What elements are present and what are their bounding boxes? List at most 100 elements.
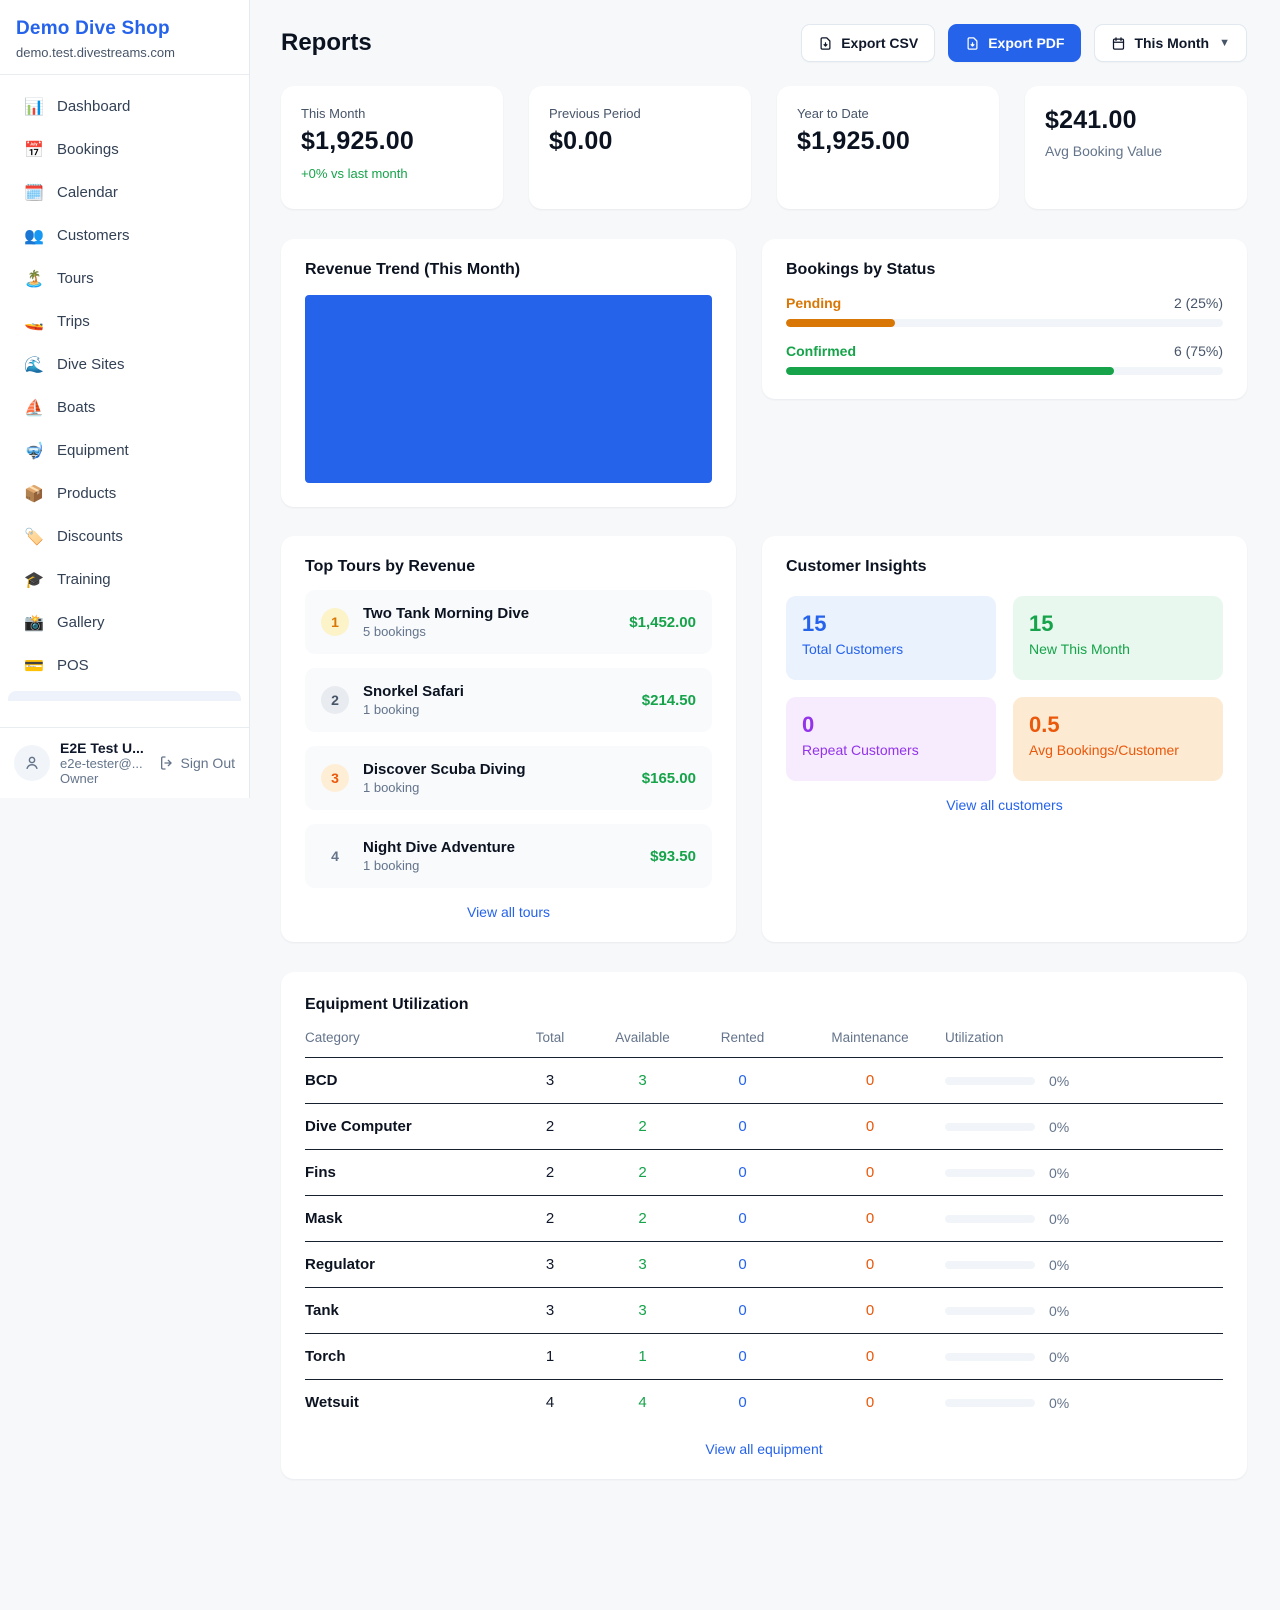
utilization-bar <box>945 1306 1035 1315</box>
tour-amount: $165.00 <box>641 769 696 787</box>
cell-category: Regulator <box>305 1256 376 1273</box>
tour-bookings: 1 booking <box>363 780 420 795</box>
stat-label: Year to Date <box>797 106 869 121</box>
file-download-icon <box>967 36 978 50</box>
cell-available: 3 <box>638 1072 647 1089</box>
cell-rented: 0 <box>738 1256 747 1273</box>
stat-value: $241.00 <box>1045 106 1137 134</box>
cell-utilization: 0% <box>945 1349 1223 1365</box>
sidebar-item-label: Dashboard <box>57 98 131 115</box>
progress-fill <box>786 367 1114 375</box>
products-icon: 📦 <box>24 485 44 503</box>
view-all-equipment-link[interactable]: View all equipment <box>705 1441 823 1457</box>
dashboard-icon: 📊 <box>24 98 44 116</box>
logout-icon <box>160 756 172 770</box>
cell-utilization: 0% <box>945 1073 1223 1089</box>
cell-category: Tank <box>305 1302 339 1319</box>
cell-maintenance: 0 <box>865 1164 875 1181</box>
sidebar-item-label: Boats <box>57 399 96 416</box>
cell-maintenance: 0 <box>865 1348 875 1365</box>
period-dropdown[interactable]: This Month ▼ <box>1094 24 1247 62</box>
cell-rented: 0 <box>738 1118 747 1135</box>
cell-available: 2 <box>638 1118 647 1135</box>
rank-badge: 4 <box>331 848 339 864</box>
stat-delta: +0% vs last month <box>301 166 408 181</box>
top-tours-title: Top Tours by Revenue <box>305 558 476 575</box>
tour-info: Two Tank Morning Dive 5 bookings <box>363 605 615 639</box>
trips-icon: 🚤 <box>24 313 44 331</box>
sidebar-item-label: Customers <box>57 227 130 244</box>
cell-total: 3 <box>545 1072 555 1089</box>
cell-category: Fins <box>305 1164 336 1181</box>
sidebar-item-label: Dive Sites <box>57 356 125 373</box>
rank-badge: 3 <box>321 764 349 792</box>
column-header-utilization: Utilization <box>945 1030 1004 1045</box>
sidebar-item-label: Products <box>57 485 117 502</box>
table-row: BCD 3 3 0 0 0% <box>305 1057 1223 1103</box>
table-row: Regulator 3 3 0 0 0% <box>305 1241 1223 1287</box>
utilization-bar <box>945 1214 1035 1223</box>
export-pdf-button[interactable]: Export PDF <box>948 24 1082 62</box>
page-title: Reports <box>281 29 372 56</box>
sidebar-item-products[interactable]: 📦 Products <box>0 472 249 515</box>
stat-label: Avg Booking Value <box>1045 143 1163 159</box>
sidebar-item-label: Tours <box>57 270 94 287</box>
cell-total: 2 <box>545 1118 555 1135</box>
calendar-icon: 🗓️ <box>24 184 44 202</box>
revenue-trend-title: Revenue Trend (This Month) <box>305 261 521 278</box>
stat-card-previous-period: Previous Period $0.00 <box>529 86 751 209</box>
tile-label: Avg Bookings/Customer <box>1029 742 1179 758</box>
revenue-trend-chart <box>305 295 712 483</box>
sidebar-item-trips[interactable]: 🚤 Trips <box>0 300 249 343</box>
pos-icon: 💳 <box>24 657 44 675</box>
sidebar-item-calendar[interactable]: 🗓️ Calendar <box>0 171 249 214</box>
sidebar-item-label: Bookings <box>57 141 119 158</box>
tile-label: Repeat Customers <box>802 742 919 758</box>
cell-maintenance: 0 <box>865 1394 875 1411</box>
training-icon: 🎓 <box>24 571 44 589</box>
user-role: Owner <box>60 771 99 786</box>
list-item: 3 Discover Scuba Diving 1 booking $165.0… <box>305 746 712 810</box>
shop-name: Demo Dive Shop <box>16 18 170 39</box>
sidebar-item-dashboard[interactable]: 📊 Dashboard <box>0 85 249 128</box>
cell-available: 1 <box>638 1348 647 1365</box>
view-all-tours-link[interactable]: View all tours <box>466 904 550 920</box>
customers-icon: 👥 <box>24 227 44 245</box>
tile-total-customers: 15 Total Customers <box>786 596 996 680</box>
tour-name: Snorkel Safari <box>363 683 464 700</box>
cell-total: 2 <box>545 1164 555 1181</box>
sidebar-item-pos[interactable]: 💳 POS <box>0 644 249 687</box>
sign-out-button[interactable]: Sign Out <box>159 755 235 771</box>
sidebar-item-gallery[interactable]: 📸 Gallery <box>0 601 249 644</box>
person-icon <box>26 756 38 769</box>
equipment-title: Equipment Utilization <box>305 996 469 1013</box>
sidebar-item-dive-sites[interactable]: 🌊 Dive Sites <box>0 343 249 386</box>
cell-category: Dive Computer <box>305 1118 412 1135</box>
sidebar-item-equipment[interactable]: 🤿 Equipment <box>0 429 249 472</box>
file-download-icon <box>820 36 831 50</box>
column-header-maintenance: Maintenance <box>831 1030 909 1045</box>
sidebar-item-training[interactable]: 🎓 Training <box>0 558 249 601</box>
bookings-by-status-title: Bookings by Status <box>786 261 936 278</box>
stat-cards: This Month $1,925.00 +0% vs last month P… <box>281 86 1247 209</box>
sidebar-item-reports-partial[interactable] <box>8 691 241 701</box>
export-csv-button[interactable]: Export CSV <box>801 24 936 62</box>
utilization-bar <box>945 1122 1035 1131</box>
view-all-customers-link[interactable]: View all customers <box>946 797 1063 813</box>
stat-card-year-to-date: Year to Date $1,925.00 <box>777 86 999 209</box>
bookings-icon: 📅 <box>24 141 44 159</box>
sidebar-item-bookings[interactable]: 📅 Bookings <box>0 128 249 171</box>
cell-maintenance: 0 <box>865 1256 875 1273</box>
sidebar-item-discounts[interactable]: 🏷️ Discounts <box>0 515 249 558</box>
chevron-down-icon: ▼ <box>1219 37 1230 49</box>
sidebar-header: Demo Dive Shop demo.test.divestreams.com <box>0 0 249 75</box>
sidebar-item-boats[interactable]: ⛵ Boats <box>0 386 249 429</box>
header-actions: Export CSV Export PDF This Month ▼ <box>801 24 1247 62</box>
sidebar-nav: 📊 Dashboard 📅 Bookings 🗓️ Calendar 👥 Cus… <box>0 75 249 727</box>
sidebar-item-customers[interactable]: 👥 Customers <box>0 214 249 257</box>
tour-bookings: 5 bookings <box>363 624 426 639</box>
tile-value: 0 <box>802 712 815 737</box>
table-row: Tank 3 3 0 0 0% <box>305 1287 1223 1333</box>
sidebar-item-tours[interactable]: 🏝️ Tours <box>0 257 249 300</box>
